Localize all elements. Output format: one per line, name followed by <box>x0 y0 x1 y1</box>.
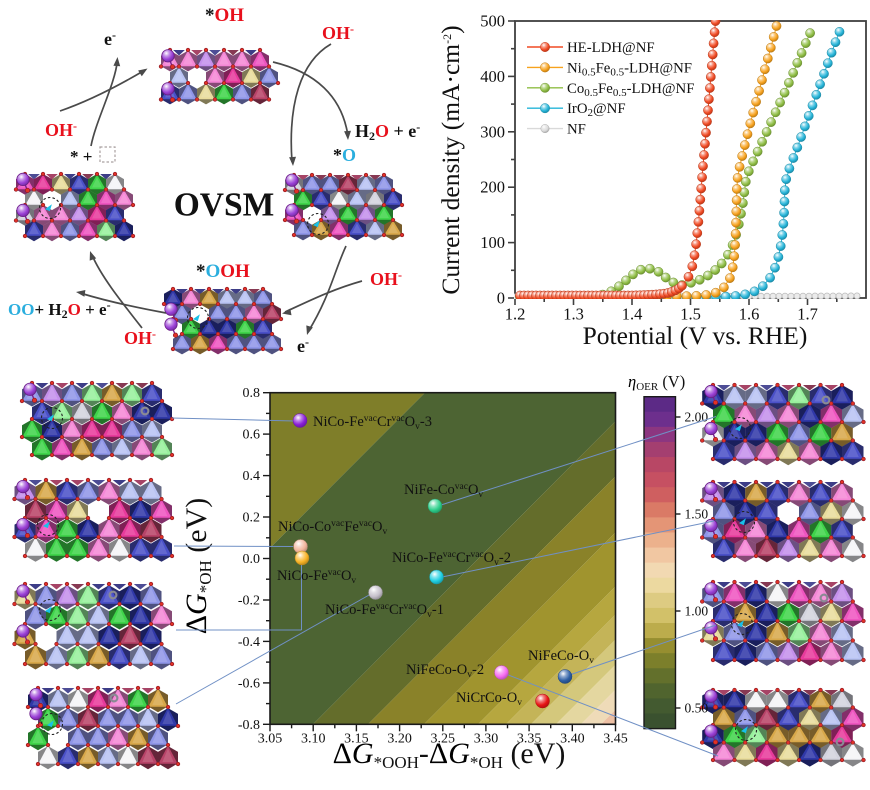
svg-text:2.00: 2.00 <box>685 410 709 425</box>
svg-text:* +: * + <box>70 147 92 166</box>
svg-text:e-​: e-​ <box>104 28 116 49</box>
svg-text:Ni0.5​Fe0.5​-LDH@NF: Ni0.5​Fe0.5​-LDH@NF <box>567 60 692 78</box>
svg-text:1.7: 1.7 <box>797 305 818 324</box>
svg-text:0.4: 0.4 <box>243 469 261 484</box>
svg-text:NF: NF <box>567 122 586 138</box>
svg-text:ΔG*OH​ (eV): ΔG*OH​ (eV) <box>180 498 215 635</box>
svg-text:NiCo-Covac​Fevac​Ov​: NiCo-Covac​Fevac​Ov​ <box>278 519 388 537</box>
svg-text:H2​O + e-​: H2​O + e-​ <box>355 120 420 143</box>
svg-text:1.6: 1.6 <box>739 305 760 324</box>
svg-text:100: 100 <box>480 233 505 252</box>
svg-text:-0.2: -0.2 <box>238 593 260 608</box>
svg-text:NiFeCo-Ov​-2: NiFeCo-Ov​-2 <box>406 662 484 680</box>
svg-text:1.5: 1.5 <box>680 305 701 324</box>
svg-text:0.0: 0.0 <box>243 552 261 567</box>
svg-text:NiCo-Fevac​Crvac​Ov​-2: NiCo-Fevac​Crvac​Ov​-2 <box>392 550 511 568</box>
svg-text:NiFeCo-Ov​: NiFeCo-Ov​ <box>528 648 594 666</box>
svg-text:3.25: 3.25 <box>431 731 456 746</box>
svg-text:Potential (V vs. RHE): Potential (V vs. RHE) <box>583 321 808 350</box>
svg-text:OH-​: OH-​ <box>45 119 77 140</box>
svg-text:Co0.5​Fe0.5​-LDH@NF: Co0.5​Fe0.5​-LDH@NF <box>567 81 694 99</box>
svg-text:NiCo-Fevac​Ov​: NiCo-Fevac​Ov​ <box>277 568 356 586</box>
svg-text:NiCo-Fevac​Crvac​Ov​-1: NiCo-Fevac​Crvac​Ov​-1 <box>325 602 444 620</box>
svg-text:OVSM: OVSM <box>174 187 275 224</box>
svg-text:*O: *O <box>333 145 356 165</box>
svg-text:-0.8: -0.8 <box>238 718 260 733</box>
svg-text:0.6: 0.6 <box>243 428 261 443</box>
svg-text:HE-LDH@NF: HE-LDH@NF <box>567 40 655 56</box>
svg-text:NiCo-Fevac​Crvac​Ov​-3: NiCo-Fevac​Crvac​Ov​-3 <box>313 414 432 432</box>
svg-text:NiCrCo-Ov​: NiCrCo-Ov​ <box>456 690 522 708</box>
svg-text:400: 400 <box>480 67 505 86</box>
svg-text:3.15: 3.15 <box>344 731 369 746</box>
svg-text:3.30: 3.30 <box>474 731 499 746</box>
svg-text:3.05: 3.05 <box>258 731 283 746</box>
svg-text:OH-​: OH-​ <box>370 268 402 289</box>
svg-text:ηOER​ (V): ηOER​ (V) <box>628 372 685 393</box>
svg-text:1.2: 1.2 <box>505 305 526 324</box>
svg-text:OO+ H2​O + e-​: OO+ H2​O + e-​ <box>8 298 111 321</box>
svg-text:0.50: 0.50 <box>685 701 709 716</box>
svg-text:300: 300 <box>480 122 505 141</box>
svg-text:1.00: 1.00 <box>685 604 709 619</box>
svg-text:1.50: 1.50 <box>685 507 709 522</box>
svg-text:3.45: 3.45 <box>603 731 628 746</box>
svg-text:ΔG*OOH​-ΔG*OH​ (eV): ΔG*OOH​-ΔG*OH​ (eV) <box>333 737 566 772</box>
svg-text:Current density (mA·cm-2​): Current density (mA·cm-2​) <box>436 25 465 294</box>
svg-text:-0.6: -0.6 <box>238 676 260 691</box>
svg-text:500: 500 <box>480 12 505 31</box>
svg-text:-0.4: -0.4 <box>238 635 260 650</box>
svg-text:NiFe-Covac​Ov​: NiFe-Covac​Ov​ <box>404 482 483 500</box>
svg-text:0.8: 0.8 <box>243 386 261 401</box>
svg-text:1.3: 1.3 <box>563 305 584 324</box>
svg-text:200: 200 <box>480 178 505 197</box>
svg-text:IrO2​@NF: IrO2​@NF <box>567 101 626 119</box>
svg-text:3.35: 3.35 <box>517 731 542 746</box>
svg-text:3.10: 3.10 <box>301 731 326 746</box>
svg-text:3.20: 3.20 <box>387 731 412 746</box>
svg-text:*OH: *OH <box>205 5 244 26</box>
svg-text:e-​: e-​ <box>297 335 309 356</box>
svg-text:0.2: 0.2 <box>243 511 261 526</box>
svg-text:*OOH: *OOH <box>196 261 250 282</box>
svg-text:1.4: 1.4 <box>622 305 643 324</box>
svg-text:OH-​: OH-​ <box>124 327 156 348</box>
svg-text:0: 0 <box>497 289 505 308</box>
svg-text:3.40: 3.40 <box>560 731 585 746</box>
svg-text:OH-​: OH-​ <box>322 22 354 43</box>
